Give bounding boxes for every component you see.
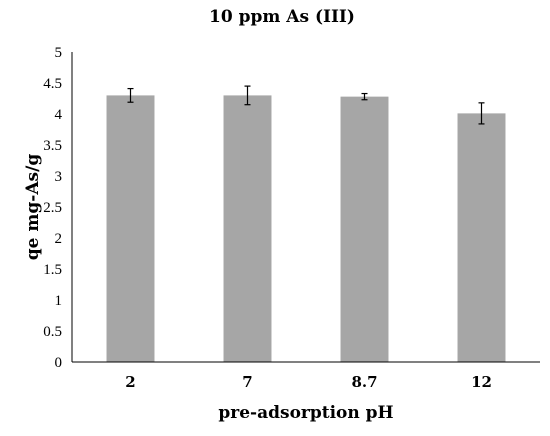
- error-bar: [361, 92, 368, 101]
- y-tick-label: 3: [55, 169, 63, 185]
- x-tick-label: 2: [125, 373, 135, 391]
- y-tick-label: 1.5: [43, 262, 62, 278]
- y-tick-label: 0.5: [43, 324, 62, 340]
- x-tick-label: 12: [471, 373, 492, 391]
- bar: [106, 95, 155, 363]
- error-bar: [478, 102, 485, 125]
- error-bar: [127, 87, 134, 103]
- x-tick-label: 8.7: [351, 373, 377, 391]
- bar: [223, 95, 272, 363]
- y-tick-labels: 0 0.5 1 1.5 2 2.5 3 3.5 4 4.5 5: [43, 45, 62, 371]
- x-axis-label: pre-adsorption pH: [218, 403, 393, 423]
- bar: [457, 113, 506, 362]
- x-tick-labels: 2 7 8.7 12: [125, 373, 492, 391]
- y-tick-label: 2: [55, 231, 63, 247]
- y-axis-label: qe mg-As/g: [23, 154, 43, 261]
- error-bars: [127, 85, 485, 125]
- y-tick-label: 5: [55, 45, 63, 61]
- bars: [106, 95, 506, 363]
- y-tick-label: 0: [55, 355, 63, 371]
- x-tick-label: 7: [242, 373, 252, 391]
- error-bar: [244, 85, 251, 106]
- chart-title: 10 ppm As (III): [209, 7, 355, 27]
- y-tick-label: 1: [55, 293, 63, 309]
- y-tick-label: 2.5: [43, 200, 62, 216]
- y-tick-label: 4: [55, 107, 63, 123]
- bar: [340, 96, 389, 362]
- y-tick-label: 3.5: [43, 138, 62, 154]
- y-tick-label: 4.5: [43, 76, 62, 92]
